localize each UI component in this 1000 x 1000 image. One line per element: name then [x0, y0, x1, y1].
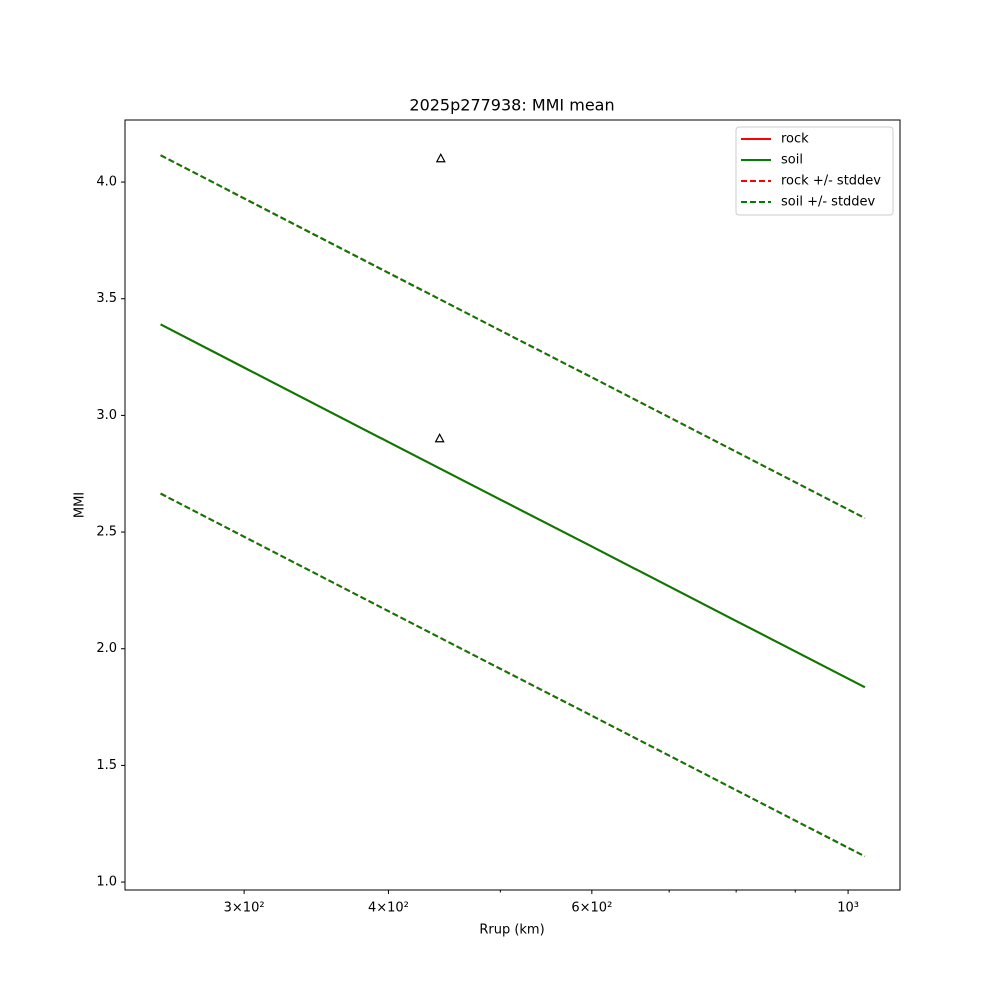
x-tick-label: 4×10²: [368, 901, 409, 916]
legend-label: soil +/- stddev: [781, 195, 876, 210]
line: [160, 323, 866, 689]
x-axis-label: Rrup (km): [479, 923, 544, 938]
y-axis-label: MMI: [73, 492, 88, 518]
observation-marker: [434, 432, 445, 443]
y-tick-label: 1.0: [96, 875, 117, 890]
upper-line: [160, 154, 866, 519]
y-tick-label: 4.0: [96, 175, 117, 190]
plot-frame: [124, 119, 901, 891]
legend-label: soil: [781, 153, 803, 168]
y-tick-label: 2.0: [96, 641, 117, 656]
legend-label: rock +/- stddev: [781, 174, 881, 189]
lower-line: [160, 492, 866, 858]
x-tick-label: 6×10²: [571, 901, 612, 916]
y-tick-label: 3.5: [96, 291, 117, 306]
y-tick-label: 2.5: [96, 525, 117, 540]
chart-title: 2025p277938: MMI mean: [409, 96, 614, 115]
observation-marker: [435, 152, 446, 163]
x-tick-label: 3×10²: [224, 901, 265, 916]
legend-box: [735, 126, 894, 216]
x-tick-label: 10³: [837, 901, 859, 916]
y-tick-label: 3.0: [96, 408, 117, 423]
y-tick-label: 1.5: [96, 758, 117, 773]
legend-label: rock: [781, 132, 809, 147]
